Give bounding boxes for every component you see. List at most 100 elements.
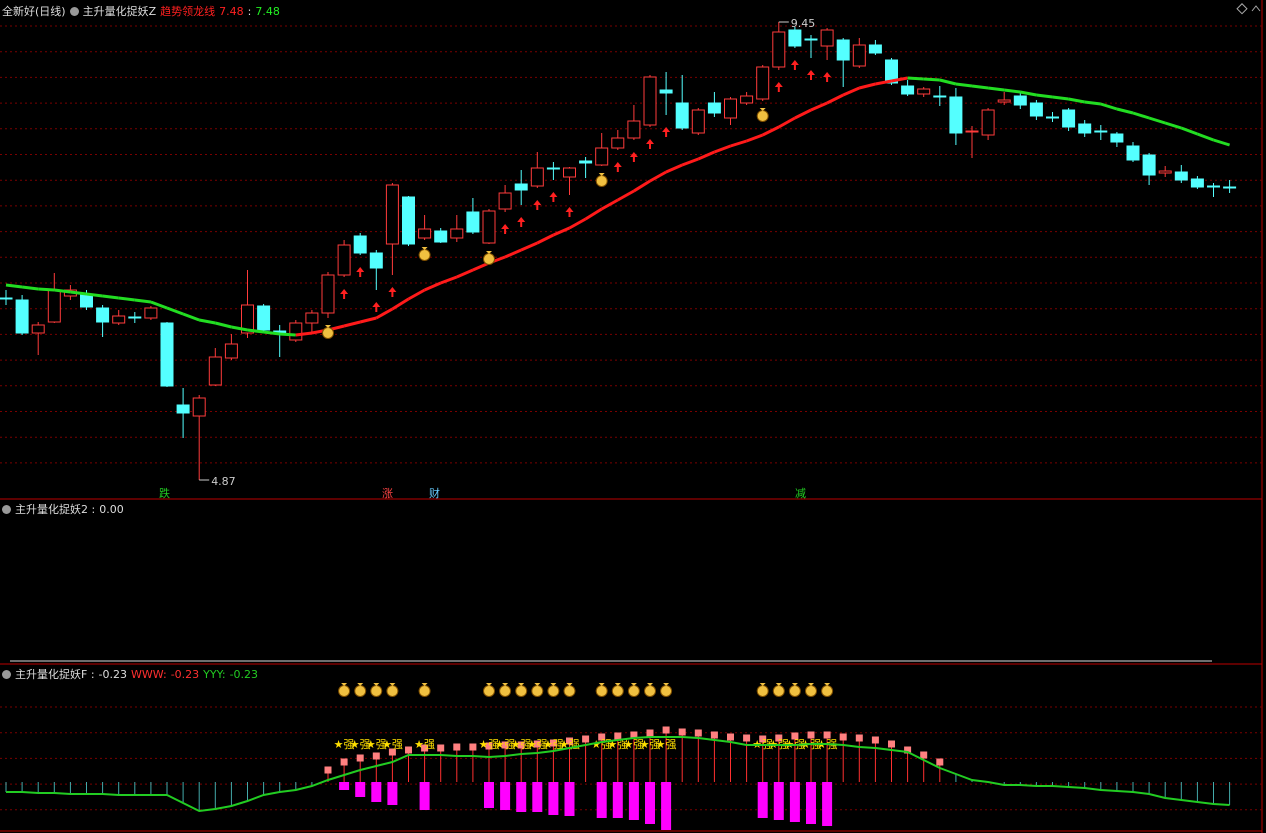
candle-body [724, 98, 737, 119]
trend-line [1020, 90, 1037, 97]
marker [324, 766, 332, 774]
readout: -0.23 [170, 667, 200, 681]
trend-line [1084, 100, 1101, 106]
money-bag-icon [772, 685, 785, 697]
candle-body [788, 29, 802, 47]
candle-body [643, 76, 657, 126]
candle-body [691, 109, 705, 134]
candle-body [836, 39, 850, 61]
money-bag-icon [630, 683, 637, 686]
money-bag-icon [595, 175, 608, 187]
candle-body [176, 404, 190, 414]
yyy-line [6, 736, 1230, 813]
buy-arrow [340, 289, 349, 299]
money-bag-icon [791, 683, 798, 686]
toggle[interactable] [69, 6, 79, 16]
low-label: 4.87 [211, 475, 236, 488]
toggle[interactable] [2, 504, 11, 514]
candle-body [1029, 102, 1043, 117]
trend-line [746, 133, 764, 143]
trend-line [343, 320, 361, 328]
strong-label: ★强 [511, 738, 532, 751]
strong-label: ★强 [350, 738, 371, 751]
money-bag-icon [756, 685, 769, 697]
trend-line [166, 306, 184, 316]
candle-body [128, 316, 142, 319]
stock-title: 全新好(日线) [2, 5, 66, 18]
money-bag-icon [421, 247, 428, 250]
strong-label: ★强 [527, 738, 548, 751]
marker [453, 743, 461, 751]
candle-body [1013, 95, 1027, 106]
toggle[interactable] [2, 669, 11, 679]
trend-line [858, 82, 876, 90]
trend-line [70, 290, 87, 296]
candle-body [321, 274, 335, 314]
buy-arrow [646, 139, 654, 149]
main-header: 全新好(日线) 主升量化捉妖Z 趋势领龙线 7.48 : 7.48 [2, 3, 280, 19]
trend-line [86, 292, 103, 298]
marker [356, 754, 364, 762]
trend-line [198, 318, 216, 325]
marker [920, 751, 928, 759]
signal-label: 财 [429, 487, 440, 500]
marker [517, 741, 525, 749]
marker [871, 736, 879, 744]
readout: -0.23 [98, 667, 127, 681]
candle-body [820, 29, 834, 47]
candle-body [981, 109, 995, 136]
trend-line [568, 217, 587, 230]
marker [839, 733, 847, 741]
money-bag-icon [338, 685, 351, 697]
marker [710, 731, 718, 739]
bar [645, 782, 655, 824]
trend-line [584, 207, 603, 221]
money-bag-icon [499, 685, 512, 697]
trend-line [1213, 138, 1231, 147]
indicator-name: 主升量化捉妖Z [82, 5, 157, 18]
strong-label: ★强 [640, 738, 661, 751]
trend-line [907, 76, 924, 81]
marker [485, 742, 493, 750]
marker [582, 735, 590, 743]
strong-label: ★强 [334, 738, 355, 751]
marker [694, 729, 702, 737]
trend-line [939, 78, 957, 86]
candle-body [627, 120, 641, 139]
trend-line [536, 233, 555, 245]
money-bag-icon [824, 683, 831, 686]
trend-line [1068, 97, 1085, 104]
money-bag-icon [550, 683, 557, 686]
bar [484, 782, 494, 808]
marker [614, 732, 622, 740]
candle-body [369, 252, 383, 269]
money-bag-icon [373, 683, 380, 686]
candle-body [305, 312, 319, 324]
icon[interactable] [1236, 3, 1248, 15]
readout: 0.00 [99, 502, 124, 516]
trend-line [1148, 116, 1166, 125]
candle-body [885, 59, 898, 84]
marker [662, 726, 670, 734]
marker [743, 734, 751, 742]
candle-body [659, 89, 673, 94]
marker [388, 748, 396, 756]
bar [371, 782, 382, 802]
candle-body [208, 356, 222, 386]
marker [727, 733, 734, 741]
bar [789, 782, 800, 822]
money-bag-icon [534, 683, 541, 686]
trend-line [794, 108, 812, 120]
buy-arrow [662, 127, 671, 137]
marker [855, 734, 863, 742]
money-bag-icon [663, 683, 670, 686]
readout: 7.48 [255, 4, 280, 18]
icon[interactable] [1251, 5, 1261, 12]
candle-body [868, 44, 882, 54]
trend-line [600, 198, 619, 211]
marker [405, 746, 412, 754]
bar [500, 782, 511, 810]
trend-line [1132, 111, 1150, 120]
money-bag-icon [357, 683, 364, 686]
candle-body [402, 196, 415, 245]
